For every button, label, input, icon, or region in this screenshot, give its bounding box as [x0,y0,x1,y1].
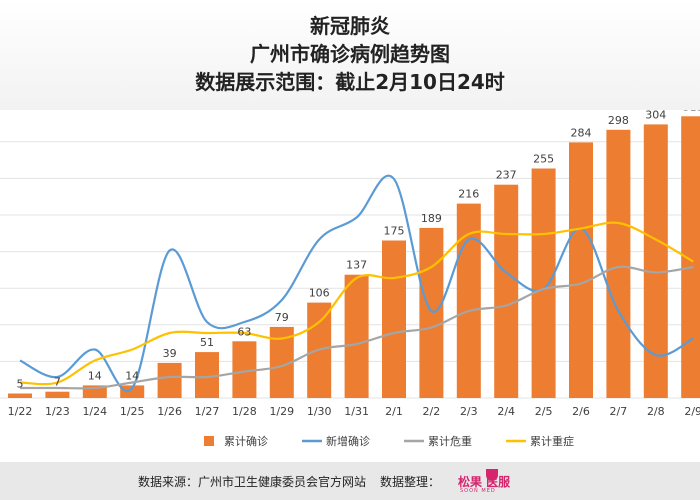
x-tick-1/27: 1/27 [195,405,220,418]
bar-2/2 [419,227,444,398]
x-tick-2/3: 2/3 [460,405,478,418]
legend-label-0: 累计确诊 [224,434,268,448]
x-tick-1/30: 1/30 [307,405,332,418]
brand-logo-text: 松果 医服 [458,475,511,489]
bar-label-2/2: 189 [421,212,442,225]
chart-title: 新冠肺炎 [310,14,390,38]
x-axis-tick-labels: 1/22 1/23 1/24 1/25 1/26 1/27 1/28 1/29 1/30 1/31… [8,405,700,418]
x-tick-1/22: 1/22 [8,405,33,418]
bar-label-2/7: 298 [608,114,629,127]
data-range-note: 数据展示范围：截止2月10日24时 [195,70,505,94]
bar-label-1/24: 14 [88,369,102,382]
legend-swatch-0 [204,436,214,446]
bar-2/5 [531,168,556,398]
bar-label-1/22: 5 [17,378,24,391]
x-tick-2/7: 2/7 [610,405,628,418]
chart-legend: 累计确诊 新增确诊 累计危重 累计重症 [204,434,574,448]
bar-1/22 [8,393,32,398]
x-tick-2/8: 2/8 [647,405,665,418]
legend-label-3: 累计重症 [530,434,574,448]
bar-label-2/9: 313 [683,110,700,113]
bar-data-labels: 5 7 14 14 39 51 63 79 106 137 175 189 216 237 255 284 29… [17,110,700,391]
bar-label-1/31: 137 [346,259,367,272]
trend-chart: 5 7 14 14 39 51 63 79 106 137 175 189 216 237 255 284 29… [0,110,700,448]
data-organizer-label: 数据整理： [380,475,441,489]
bar-label-2/5: 255 [533,153,554,166]
bar-2/1 [382,240,406,398]
bar-label-1/28: 63 [237,325,251,338]
brand-logo-subtext: SOON MED [460,488,496,494]
bar-label-1/23: 7 [54,376,61,389]
brand-logo: 松果 医服 SOON MED [458,467,528,495]
coffee-cup-icon [486,469,498,481]
chart-header: 新冠肺炎 广州市确诊病例趋势图 数据展示范围：截止2月10日24时 [0,0,700,110]
data-source-text: 数据来源：广州市卫生健康委员会官方网站 [138,475,367,489]
x-tick-2/9: 2/9 [684,405,700,418]
x-tick-1/24: 1/24 [82,405,107,418]
bar-label-2/3: 216 [458,188,479,201]
line-series [19,174,694,393]
x-tick-1/23: 1/23 [45,405,70,418]
legend-label-1: 新增确诊 [326,434,370,448]
bar-label-1/30: 106 [309,287,330,300]
bar-label-2/1: 175 [384,225,405,238]
bar-label-2/4: 237 [496,169,517,182]
bar-2/9 [681,116,700,399]
bar-2/8 [643,124,668,399]
x-tick-1/26: 1/26 [157,405,182,418]
x-tick-1/28: 1/28 [232,405,257,418]
bar-2/4 [494,184,519,398]
bar-1/31 [344,274,369,398]
legend-label-2: 累计危重 [428,434,472,448]
line-3 [19,221,694,386]
bar-2/7 [606,129,631,399]
bar-label-2/8: 304 [645,110,666,121]
x-tick-1/31: 1/31 [344,405,369,418]
bar-label-1/25: 14 [125,369,139,382]
x-tick-2/5: 2/5 [535,405,553,418]
bar-label-2/6: 284 [571,126,592,139]
x-tick-1/25: 1/25 [120,405,145,418]
x-tick-2/6: 2/6 [572,405,590,418]
bar-label-1/27: 51 [200,336,214,349]
bar-series [8,116,700,399]
bar-2/6 [569,142,593,398]
x-tick-1/29: 1/29 [269,405,294,418]
bar-label-1/26: 39 [163,347,177,360]
bar-1/26 [157,362,182,398]
bar-1/23 [45,391,70,398]
bar-1/25 [120,385,145,398]
x-tick-2/2: 2/2 [423,405,441,418]
chart-subtitle: 广州市确诊病例趋势图 [250,42,450,66]
x-tick-2/1: 2/1 [385,405,403,418]
bar-2/3 [456,203,481,398]
footer-bar: 数据来源：广州市卫生健康委员会官方网站 数据整理： 松果 医服 SOON MED [0,462,700,500]
line-2 [20,265,694,390]
x-tick-2/4: 2/4 [497,405,515,418]
bar-label-1/29: 79 [275,311,289,324]
